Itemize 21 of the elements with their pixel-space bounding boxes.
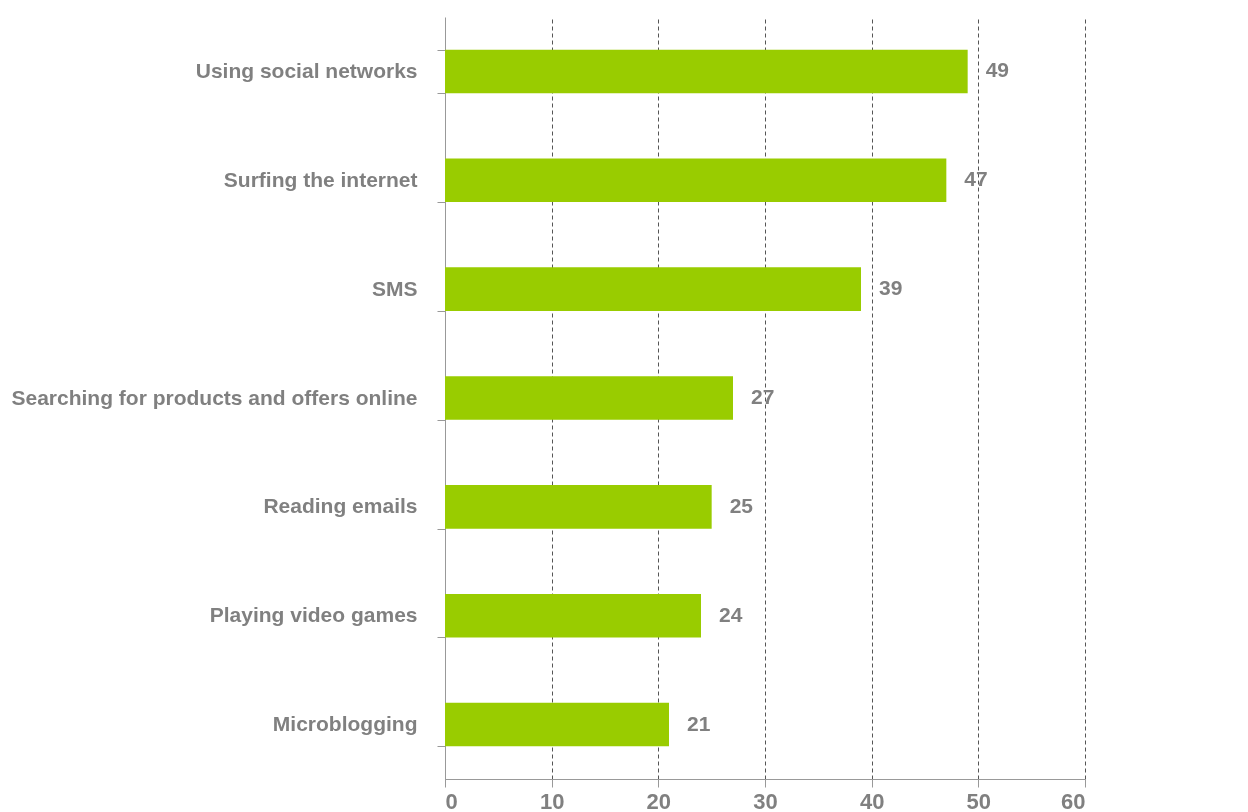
y-tick-label: Using social networks [195, 58, 418, 82]
x-tick-label: 60 [1061, 788, 1086, 812]
y-tick-label: Surfing the internet [223, 167, 418, 191]
x-tick-label: 30 [753, 788, 778, 812]
y-tick-label: Microblogging [272, 712, 418, 736]
y-tick-label: Playing video games [209, 603, 418, 627]
x-tick-label: 10 [539, 788, 565, 812]
y-tick-label: Searching for products and offers online [11, 385, 418, 409]
data-label: 21 [687, 711, 711, 735]
x-tick-label: 40 [859, 788, 885, 812]
data-label: 39 [879, 276, 903, 300]
data-label: 47 [964, 167, 988, 191]
data-label: 49 [985, 58, 1010, 82]
x-tick-label: 50 [966, 788, 992, 812]
data-label: 25 [729, 493, 754, 517]
x-tick-label: 0 [445, 788, 458, 812]
data-label: 24 [719, 602, 743, 626]
x-tick-label: 20 [646, 788, 672, 812]
y-tick-label: Reading emails [263, 494, 418, 518]
y-tick-label: SMS [371, 276, 418, 300]
data-label: 27 [751, 385, 775, 408]
